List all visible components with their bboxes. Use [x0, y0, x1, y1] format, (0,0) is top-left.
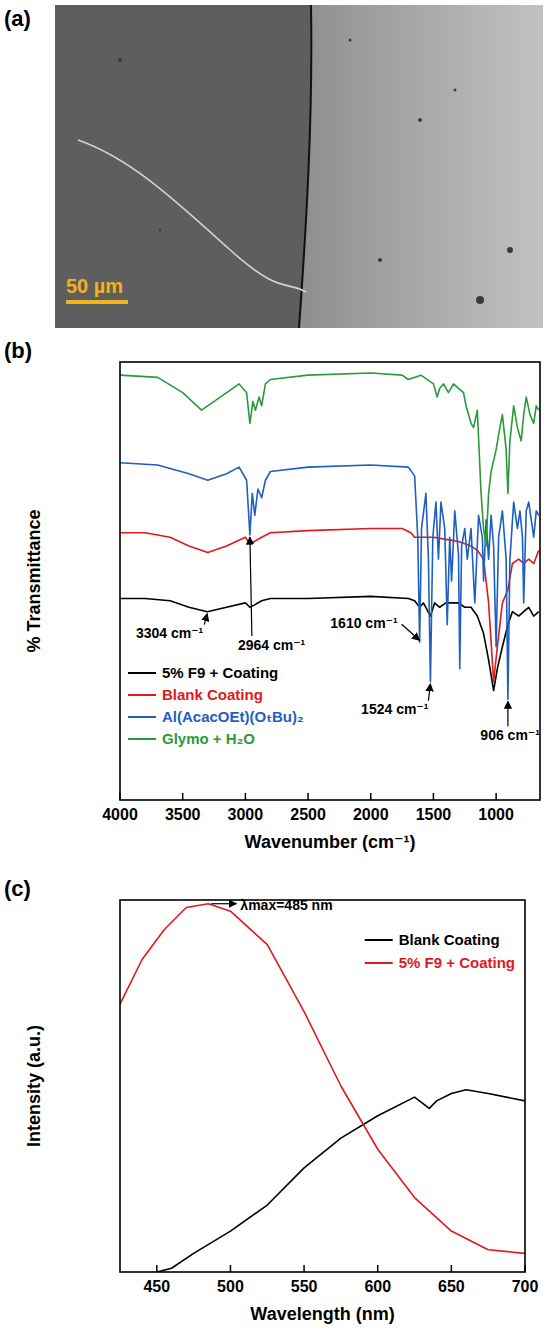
plot-frame [120, 900, 525, 1272]
x-tick [182, 793, 184, 800]
x-tick-label: 2500 [290, 806, 326, 823]
annotation-arrow [507, 701, 508, 726]
sem-particle [418, 118, 422, 122]
series-line [120, 904, 525, 1254]
series-group [120, 373, 539, 699]
annotation-arrow [204, 614, 207, 625]
panel-label: (a) [4, 6, 31, 31]
annotation-label: λmax=485 nm [240, 897, 332, 913]
x-tick-label: 1000 [478, 806, 514, 823]
plot-frame [120, 362, 540, 800]
x-tick-label: 3500 [165, 806, 201, 823]
x-tick [377, 1265, 379, 1272]
sem-particle [476, 296, 484, 304]
sem-particle [159, 229, 162, 232]
series-line [157, 1090, 525, 1272]
annotation-label: 3304 cm⁻¹ [136, 625, 204, 641]
x-tick [230, 1265, 232, 1272]
legend-swatch [365, 962, 393, 964]
annotation-arrow [428, 684, 430, 701]
legend-label: 5% F9 + Coating [162, 664, 278, 681]
x-tick [156, 1265, 158, 1272]
x-tick [370, 793, 372, 800]
x-tick-label: 700 [512, 1278, 539, 1295]
annotation-label: 2964 cm⁻¹ [238, 637, 306, 653]
sem-particle [118, 58, 122, 62]
sem-particle [454, 89, 457, 92]
x-tick [245, 793, 247, 800]
legend-label: Glymo + H₂O [162, 730, 255, 747]
x-tick [451, 1265, 453, 1272]
legend-label: Blank Coating [399, 931, 500, 948]
annotation-arrow [402, 624, 420, 640]
series-line [120, 596, 539, 690]
series-line [120, 373, 539, 546]
x-tick-label: 550 [291, 1278, 318, 1295]
x-tick-label: 4000 [102, 806, 138, 823]
chart-panel: 4000 3500 3000 2500 2000 1500 1000 Wavenumber (… [24, 362, 540, 852]
panel-label: (b) [4, 338, 32, 363]
x-tick-label: 600 [364, 1278, 391, 1295]
sem-particle [349, 39, 352, 42]
annotation-label: 1610 cm⁻¹ [330, 615, 398, 631]
series-line [120, 528, 539, 681]
x-tick [303, 1265, 305, 1272]
legend-swatch [128, 672, 156, 674]
legend: Blank Coating 5% F9 + Coating [365, 931, 515, 971]
scale-bar-label: 50 µm [66, 275, 123, 297]
legend-swatch [128, 716, 156, 718]
series-group [120, 904, 525, 1272]
sem-particle [378, 258, 382, 262]
scale-bar [66, 300, 128, 304]
x-tick [307, 793, 309, 800]
series-line [120, 463, 539, 700]
y-axis-title: % Transmittance [24, 509, 44, 652]
legend-label: Blank Coating [162, 686, 263, 703]
annotation-arrow [211, 903, 236, 904]
x-axis-title: Wavelength (nm) [250, 1304, 394, 1324]
chart-panel: 450 500 550 600 650 700 Wavelength (nm) Intensi… [24, 897, 538, 1324]
x-axis-title: Wavenumber (cm⁻¹) [245, 832, 416, 852]
y-axis-title: Intensity (a.u.) [24, 1025, 44, 1147]
annotation-label: 1524 cm⁻¹ [361, 701, 429, 717]
annotation-label: 906 cm⁻¹ [480, 727, 540, 743]
sem-crack [78, 140, 306, 292]
panel-label: (c) [4, 876, 31, 901]
legend-label: 5% F9 + Coating [399, 954, 515, 971]
x-tick-label: 450 [143, 1278, 170, 1295]
sem-light-region [299, 5, 543, 328]
sem-background [55, 5, 543, 328]
x-tick-label: 2000 [353, 806, 389, 823]
legend-swatch [365, 939, 393, 941]
legend-swatch [128, 738, 156, 740]
legend-swatch [128, 694, 156, 696]
sem-image: 50 µm [55, 5, 543, 328]
x-tick [433, 793, 435, 800]
figure: 50 µm (a) 4000 3500 3000 2500 2000 1500 1000 Wave… [0, 0, 553, 1336]
x-tick-label: 650 [438, 1278, 465, 1295]
sem-particle [507, 247, 513, 253]
x-tick-label: 3000 [228, 806, 264, 823]
legend: 5% F9 + Coating Blank Coating Al(AcacOEt)(… [128, 664, 304, 747]
sem-crack [299, 5, 311, 328]
x-tick [495, 793, 497, 800]
x-tick-label: 1500 [416, 806, 452, 823]
annotation-arrow [250, 537, 252, 636]
legend-label: Al(AcacOEt)(OₜBu)₂ [162, 708, 304, 725]
x-tick-label: 500 [217, 1278, 244, 1295]
